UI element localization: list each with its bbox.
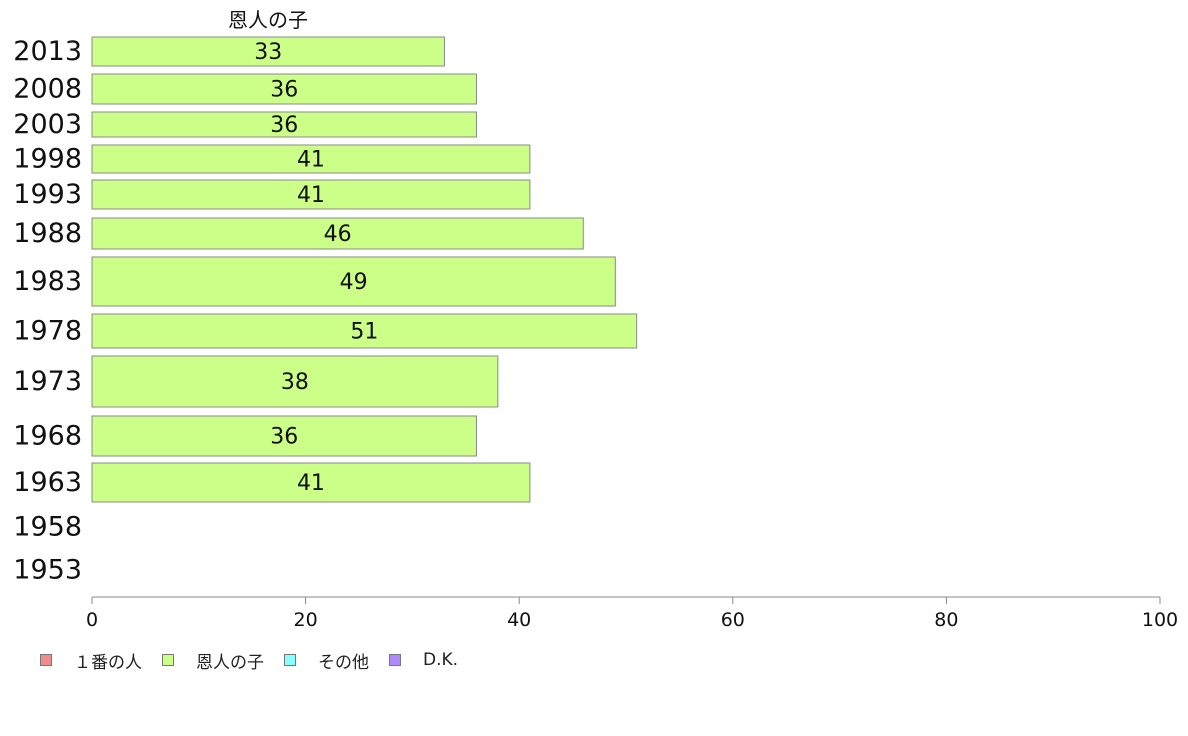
- x-tick-label: 20: [294, 609, 318, 631]
- data-label: 36: [270, 425, 298, 450]
- y-tick-label: 1968: [13, 421, 82, 452]
- x-tick-label: 60: [721, 609, 745, 631]
- data-label: 36: [270, 113, 298, 138]
- legend-item-benefactor-child: 恩人の子: [162, 648, 264, 673]
- y-tick-label: 2003: [13, 109, 82, 140]
- bar: [91, 111, 477, 138]
- data-label: 46: [324, 222, 352, 247]
- y-tick-label: 1993: [13, 179, 82, 210]
- y-tick-label: 2013: [13, 36, 82, 67]
- bar: [91, 355, 499, 408]
- y-tick-label: 1988: [13, 218, 82, 249]
- y-tick-label: 1978: [13, 316, 82, 347]
- bar: [91, 179, 531, 210]
- y-tick-label: 1958: [13, 512, 82, 543]
- x-tick-label: 40: [507, 609, 531, 631]
- chart-title: 恩人の子: [228, 8, 308, 32]
- data-label: 36: [270, 78, 298, 103]
- y-tick-label: 1998: [13, 144, 82, 175]
- data-label: 49: [340, 270, 368, 295]
- legend-swatch-first-person: [40, 654, 52, 666]
- bar: [91, 462, 531, 503]
- legend-item-first-person: １番の人: [40, 648, 142, 673]
- bar: [91, 144, 531, 174]
- y-tick-label: 1983: [13, 266, 82, 297]
- data-label: 33: [254, 40, 282, 65]
- bar: [91, 313, 638, 349]
- legend: １番の人 恩人の子 その他 D.K.: [40, 648, 478, 673]
- y-tick-label: 1953: [13, 555, 82, 586]
- x-tick-label: 100: [1142, 609, 1178, 631]
- y-tick-label: 1963: [13, 467, 82, 498]
- bar: [91, 256, 616, 307]
- x-tick-label: 0: [86, 609, 98, 631]
- legend-item-other: その他: [284, 648, 369, 673]
- x-tick-label: 80: [934, 609, 958, 631]
- data-label: 51: [350, 320, 378, 345]
- bar: [91, 36, 445, 67]
- data-label: 41: [297, 148, 325, 173]
- legend-label: 恩人の子: [196, 652, 264, 673]
- legend-swatch-other: [284, 654, 296, 666]
- y-tick-label: 2008: [13, 74, 82, 105]
- legend-label: D.K.: [423, 650, 459, 670]
- bar: [91, 217, 584, 250]
- data-label: 41: [297, 183, 325, 208]
- legend-label: その他: [318, 652, 369, 673]
- legend-label: １番の人: [74, 652, 142, 673]
- legend-swatch-dk: [389, 654, 401, 666]
- legend-item-dk: D.K.: [389, 650, 458, 670]
- y-tick-label: 1973: [13, 366, 82, 397]
- bar: [91, 73, 477, 105]
- data-label: 38: [281, 370, 309, 395]
- data-label: 41: [297, 471, 325, 496]
- bar: [91, 415, 477, 457]
- legend-swatch-benefactor-child: [162, 654, 174, 666]
